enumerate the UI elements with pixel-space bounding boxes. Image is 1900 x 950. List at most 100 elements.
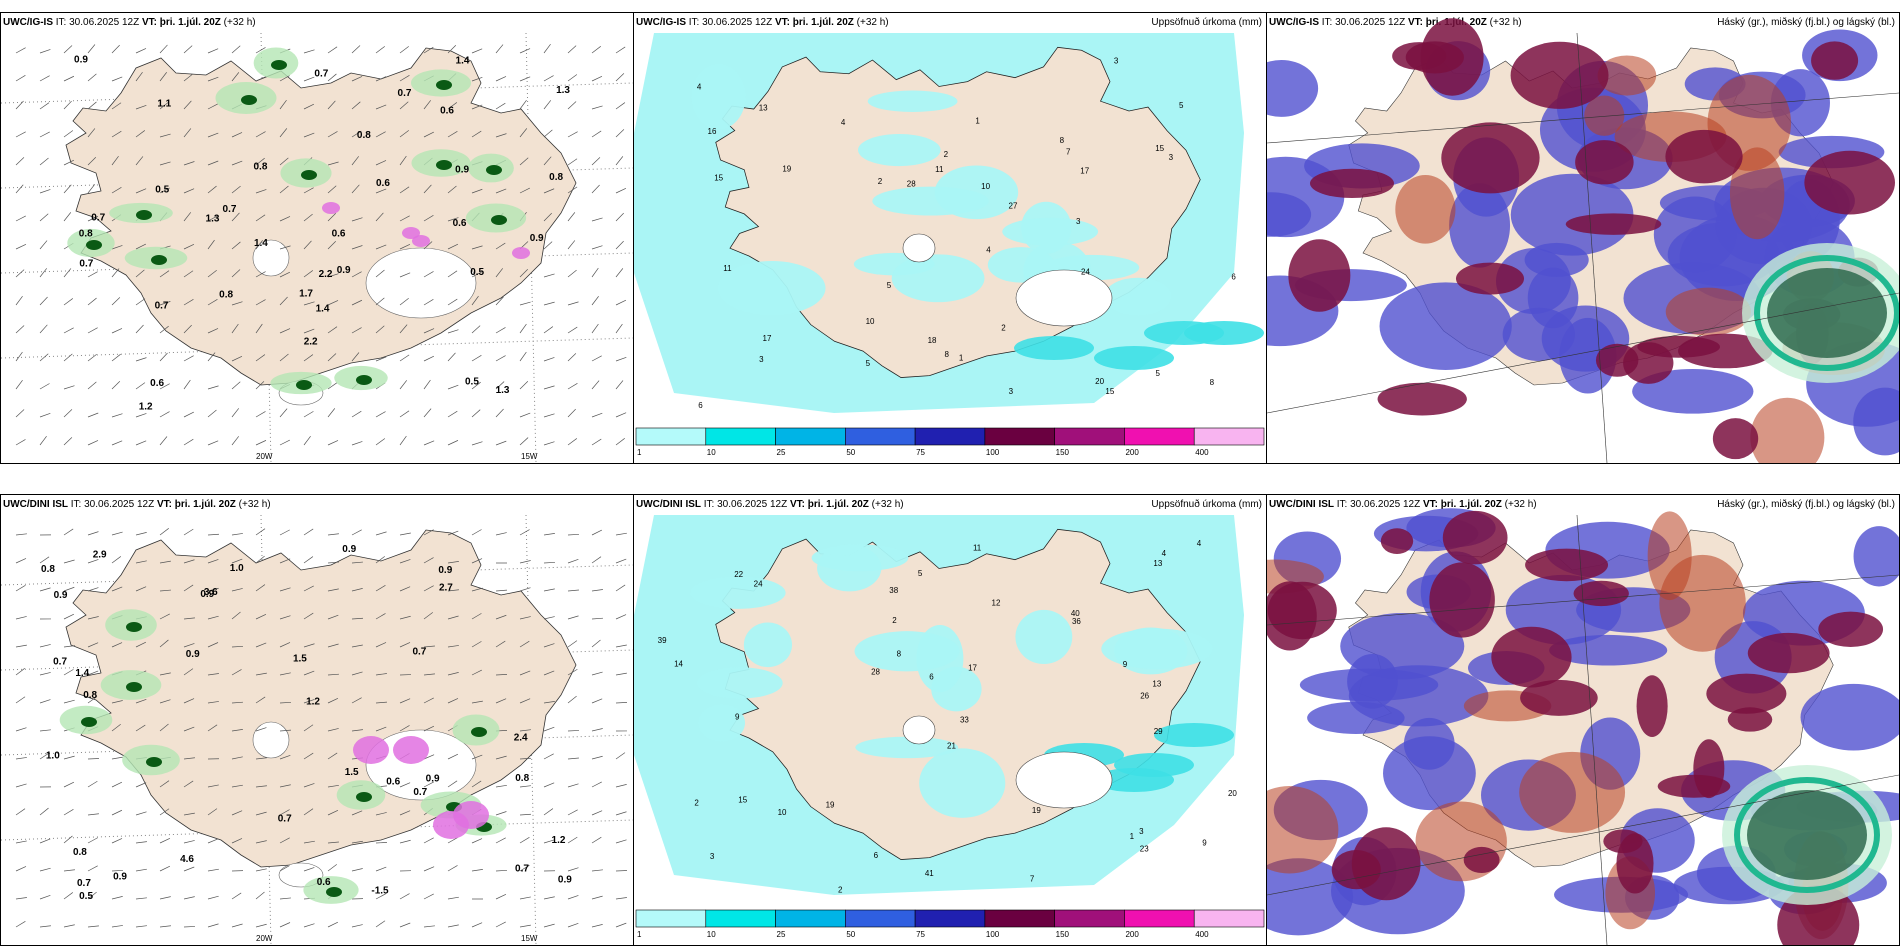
wind-barb [327,588,339,592]
wind-barb [303,354,314,362]
wind-barb [231,301,243,306]
wind-barb [207,838,219,844]
wind-barb [279,558,291,564]
wind-barb [375,866,387,872]
wind-barb [279,587,291,592]
precip-value-label: 1.2 [139,402,153,413]
wind-barb [591,755,603,760]
precip-value-label: 0.8 [79,228,93,239]
wind-barb [87,381,97,390]
precip-map: 3211215281920964532722413623403933382617… [634,515,1266,939]
precip-value-label: 1.2 [306,696,320,707]
precip-value-label: 0.9 [530,233,544,244]
precip-value-label: 0.9 [113,872,127,883]
precip-moderate-area [1144,321,1224,345]
wind-barb [63,45,73,54]
wind-barb [327,46,338,54]
precip-value-label: 17 [1080,166,1089,175]
wind-barb [39,383,50,390]
mid-cloud-area [1267,785,1339,874]
wind-barb [183,45,193,54]
precip-value-label: 6 [1231,273,1236,282]
wind-barb [519,924,531,928]
wind-barb [183,270,194,278]
precip-value-label: 0.8 [73,847,87,858]
precip-light-area [855,736,959,759]
wind-barb [183,584,194,592]
wind-barb [231,212,240,222]
precip-value-label: 28 [907,180,916,189]
high-cloud-area [1520,679,1598,716]
wind-barb [423,100,431,110]
high-cloud-area [1288,239,1351,312]
wind-barb [519,157,529,166]
wind-barb [135,104,147,110]
precip-value-label: -1.5 [371,886,389,897]
wind-barb [183,438,194,446]
wind-barb [279,754,291,760]
wind-barb [447,384,459,390]
wind-barb [327,614,339,620]
wind-barb [519,381,529,390]
precip-heavy-area [126,682,142,692]
wind-barb [591,810,603,816]
wind-barb [303,49,315,54]
colorbar-swatch [1054,909,1125,928]
wind-barb [591,529,603,536]
wind-barb [423,725,435,732]
wind-barb [39,867,51,872]
wind-barb [159,925,171,928]
wind-barb [279,296,288,306]
wind-barb [159,270,170,278]
wind-barb [159,352,168,362]
wind-barb [567,186,578,194]
wind-barb [567,45,577,54]
wind-barb [111,440,123,446]
precip-value-label: 10 [778,808,787,817]
wind-barb [399,893,410,900]
wind-barb [39,752,50,760]
precip-value-label: 11 [723,264,732,273]
wind-barb [399,130,409,138]
wind-barb [207,385,219,390]
wind-barb [591,355,602,362]
wind-barb [591,869,603,872]
precip-value-label: 1.5 [345,767,359,778]
wind-barb [87,440,99,446]
wind-barb [447,45,457,54]
wind-barb [231,269,241,278]
wind-barb [303,528,314,536]
wind-barb [615,644,627,648]
precip-value-label: 1.3 [206,214,220,225]
precip-value-label: 1.3 [496,385,510,396]
wind-barb [231,72,240,82]
wind-barb [591,157,601,166]
precip-value-label: 1 [1130,832,1135,841]
precip-value-label: 4 [841,118,846,127]
precip-value-label: 0.7 [79,259,93,270]
wind-barb [567,559,579,564]
precip-value-label: 26 [1140,691,1149,700]
wind-barb [255,757,267,760]
wind-barb [399,272,411,278]
wind-barb [471,838,483,844]
wind-barb [519,698,531,704]
wind-barb [519,865,530,872]
wind-barb [111,76,123,82]
wind-barb [207,559,219,564]
wind-barb [447,780,458,788]
wind-barb [207,642,219,648]
wind-barb [183,324,192,334]
wind-barb [375,920,386,928]
wind-barb [591,589,603,592]
precip-heavy-area [491,215,507,225]
wind-barb [279,809,290,816]
wind-barb [255,381,265,390]
wind-barb [375,297,385,306]
precip-value-label: 0.9 [558,874,572,885]
wind-barb [375,212,384,222]
wind-barb [207,440,219,446]
wind-barb [567,836,578,844]
wind-barb [15,866,27,872]
precip-light-area [854,631,960,672]
